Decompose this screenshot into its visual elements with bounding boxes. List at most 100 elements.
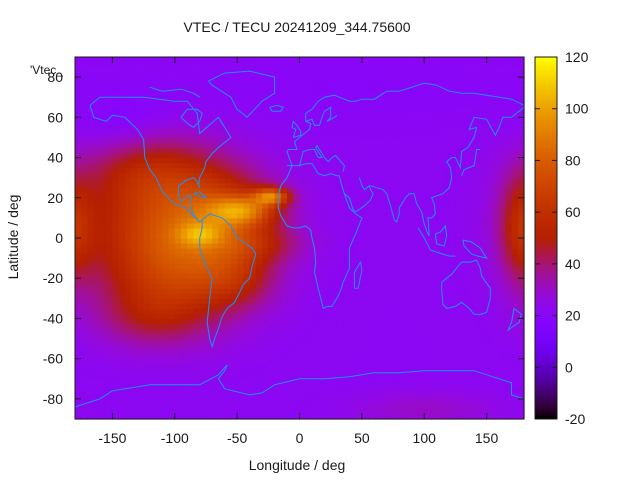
heatmap-cell <box>193 112 201 118</box>
heatmap-cell <box>293 112 301 118</box>
heatmap-cell <box>442 303 450 309</box>
heatmap-cell <box>174 263 182 269</box>
heatmap-cell <box>262 238 269 244</box>
heatmap-cell <box>336 197 344 204</box>
heatmap-cell <box>442 152 450 159</box>
heatmap-cell <box>405 298 413 304</box>
heatmap-cell <box>336 298 344 304</box>
heatmap-cell <box>405 248 413 254</box>
heatmap-cell <box>361 217 369 224</box>
heatmap-cell <box>124 132 132 139</box>
heatmap-cell <box>455 403 463 410</box>
heatmap-cell <box>336 152 344 159</box>
heatmap-cell <box>124 318 132 325</box>
heatmap-cell <box>193 303 201 309</box>
heatmap-cell <box>374 303 382 309</box>
heatmap-cell <box>280 283 288 289</box>
heatmap-cell <box>118 102 126 108</box>
heatmap-cell <box>118 232 126 239</box>
heatmap-cell <box>224 328 232 335</box>
heatmap-cell <box>193 172 201 179</box>
heatmap-cell <box>399 222 407 229</box>
heatmap-cell <box>349 333 357 340</box>
heatmap-cell <box>467 383 475 390</box>
heatmap-cell <box>149 217 157 224</box>
heatmap-cell <box>393 308 400 315</box>
heatmap-cell <box>417 97 425 103</box>
heatmap-cell <box>162 152 170 159</box>
heatmap-cell <box>205 62 213 68</box>
heatmap-cell <box>430 162 438 169</box>
heatmap-cell <box>430 278 438 284</box>
heatmap-cell <box>430 207 438 214</box>
heatmap-cell <box>405 378 413 385</box>
heatmap-cell <box>280 378 288 385</box>
heatmap-cell <box>318 142 326 149</box>
heatmap-cell <box>318 283 326 289</box>
heatmap-cell <box>81 283 89 289</box>
heatmap-cell <box>336 217 344 224</box>
heatmap-cell <box>368 152 375 159</box>
heatmap-cell <box>480 268 488 274</box>
heatmap-cell <box>349 92 357 98</box>
heatmap-cell <box>106 67 114 73</box>
heatmap-cell <box>243 72 251 78</box>
heatmap-cell <box>87 107 95 113</box>
heatmap-cell <box>349 343 357 350</box>
heatmap-cell <box>442 273 450 279</box>
heatmap-cell <box>87 303 95 309</box>
heatmap-cell <box>137 403 145 410</box>
heatmap-cell <box>499 248 506 254</box>
heatmap-cell <box>230 338 238 345</box>
heatmap-cell <box>262 62 269 68</box>
heatmap-cell <box>205 268 213 274</box>
heatmap-cell <box>156 72 163 78</box>
heatmap-cell <box>199 137 207 144</box>
heatmap-cell <box>218 162 226 169</box>
heatmap-cell <box>436 187 444 194</box>
heatmap-cell <box>137 408 145 415</box>
heatmap-cell <box>405 243 413 249</box>
heatmap-cell <box>311 227 319 234</box>
heatmap-cell <box>368 97 375 103</box>
heatmap-cell <box>293 303 301 309</box>
heatmap-cell <box>393 122 400 128</box>
heatmap-cell <box>461 147 469 154</box>
heatmap-cell <box>499 57 506 63</box>
heatmap-cell <box>361 318 369 325</box>
heatmap-cell <box>224 248 232 254</box>
heatmap-cell <box>268 122 276 128</box>
heatmap-cell <box>449 248 457 254</box>
heatmap-cell <box>368 378 375 385</box>
heatmap-cell <box>368 62 375 68</box>
heatmap-cell <box>442 368 450 375</box>
heatmap-cell <box>99 308 107 315</box>
heatmap-cell <box>442 333 450 340</box>
heatmap-cell <box>262 187 269 194</box>
heatmap-cell <box>199 353 207 360</box>
heatmap-cell <box>149 132 157 139</box>
heatmap-cell <box>499 393 506 400</box>
heatmap-cell <box>293 152 301 159</box>
heatmap-cell <box>93 353 101 360</box>
heatmap-cell <box>293 403 301 410</box>
heatmap-cell <box>449 408 457 415</box>
heatmap-cell <box>442 77 450 83</box>
heatmap-cell <box>436 333 444 340</box>
heatmap-cell <box>93 243 101 249</box>
heatmap-cell <box>486 222 494 229</box>
heatmap-cell <box>168 318 176 325</box>
heatmap-cell <box>268 167 276 174</box>
heatmap-cell <box>386 253 394 259</box>
heatmap-cell <box>112 157 120 164</box>
heatmap-cell <box>131 408 138 415</box>
heatmap-cell <box>355 227 363 234</box>
heatmap-cell <box>137 97 145 103</box>
heatmap-cell <box>449 127 457 134</box>
heatmap-cell <box>249 293 257 299</box>
heatmap-cell <box>424 258 432 264</box>
heatmap-cell <box>87 283 95 289</box>
heatmap-cell <box>181 192 188 199</box>
heatmap-cell <box>380 87 388 93</box>
heatmap-cell <box>318 373 326 380</box>
